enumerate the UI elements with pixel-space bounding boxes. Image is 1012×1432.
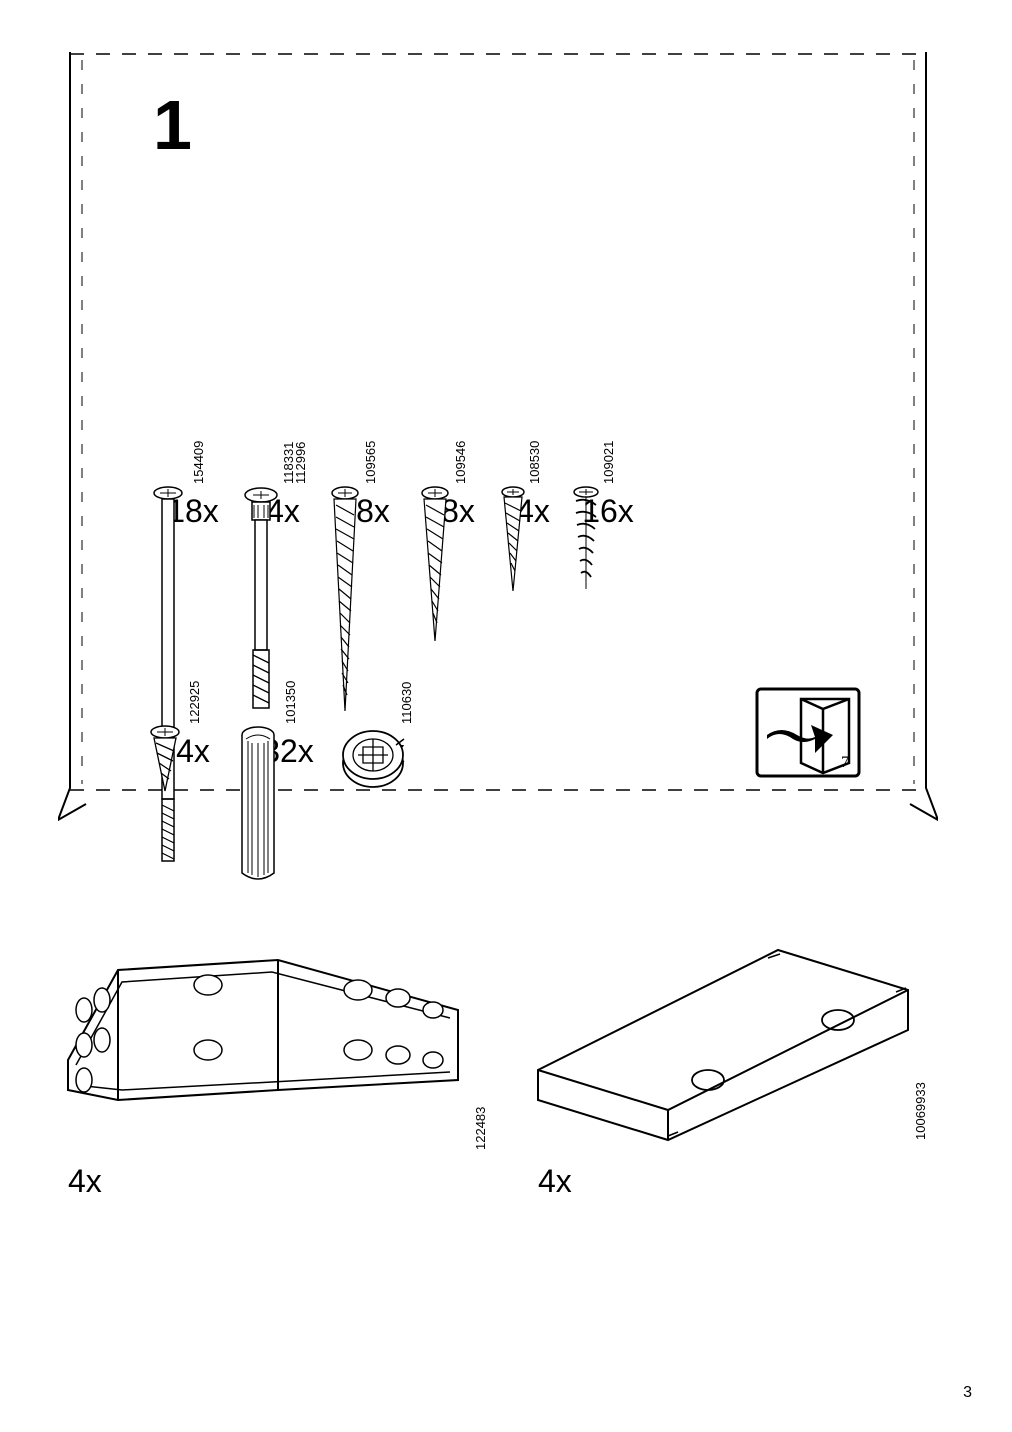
page-turn-num: 7 xyxy=(841,754,849,771)
instruction-page: 1 154409 18 xyxy=(0,0,1012,1432)
hw-confirmat: 118331 112996 4x xyxy=(238,485,328,530)
qty: 4x xyxy=(538,1163,918,1200)
part-no: 10069933 xyxy=(913,1082,928,1140)
hw-screw-tiny: 122925 4x xyxy=(148,725,238,770)
part-no: 110630 xyxy=(399,682,414,724)
hw-screw-long: 109565 8x xyxy=(328,485,418,530)
qty: 4x xyxy=(68,1163,478,1200)
hw-corner-bracket: 122483 4x xyxy=(58,930,478,1200)
part-no: 101350 xyxy=(283,681,298,724)
hw-screw-small: 108530 4x xyxy=(498,485,568,530)
part-no: 122925 xyxy=(187,681,202,724)
part-no: 112996 xyxy=(293,442,308,484)
hardware-bag: 1 154409 18 xyxy=(58,30,938,830)
hw-screw-medium: 109546 8x xyxy=(418,485,498,530)
page-turn-icon: 7 xyxy=(753,685,863,780)
page-number: 3 xyxy=(963,1384,972,1402)
hardware-row-1: 154409 18x xyxy=(148,90,648,530)
hardware-row-2: 122925 4x 101350 32x xyxy=(148,570,438,770)
part-no: 109565 xyxy=(363,441,378,484)
hw-dowel: 101350 32x xyxy=(238,725,338,770)
hw-spacer-block: 10069933 4x xyxy=(518,940,918,1200)
part-no: 109021 xyxy=(601,441,616,484)
hw-bolt-long: 154409 18x xyxy=(148,485,238,530)
part-no: 154409 xyxy=(191,441,206,484)
part-no: 108530 xyxy=(527,441,542,484)
hw-cam-lock: 110630 4x xyxy=(338,725,438,770)
part-no: 122483 xyxy=(473,1107,488,1150)
part-no: 109546 xyxy=(453,441,468,484)
hw-screw-coarse: 109021 16x xyxy=(568,485,648,530)
